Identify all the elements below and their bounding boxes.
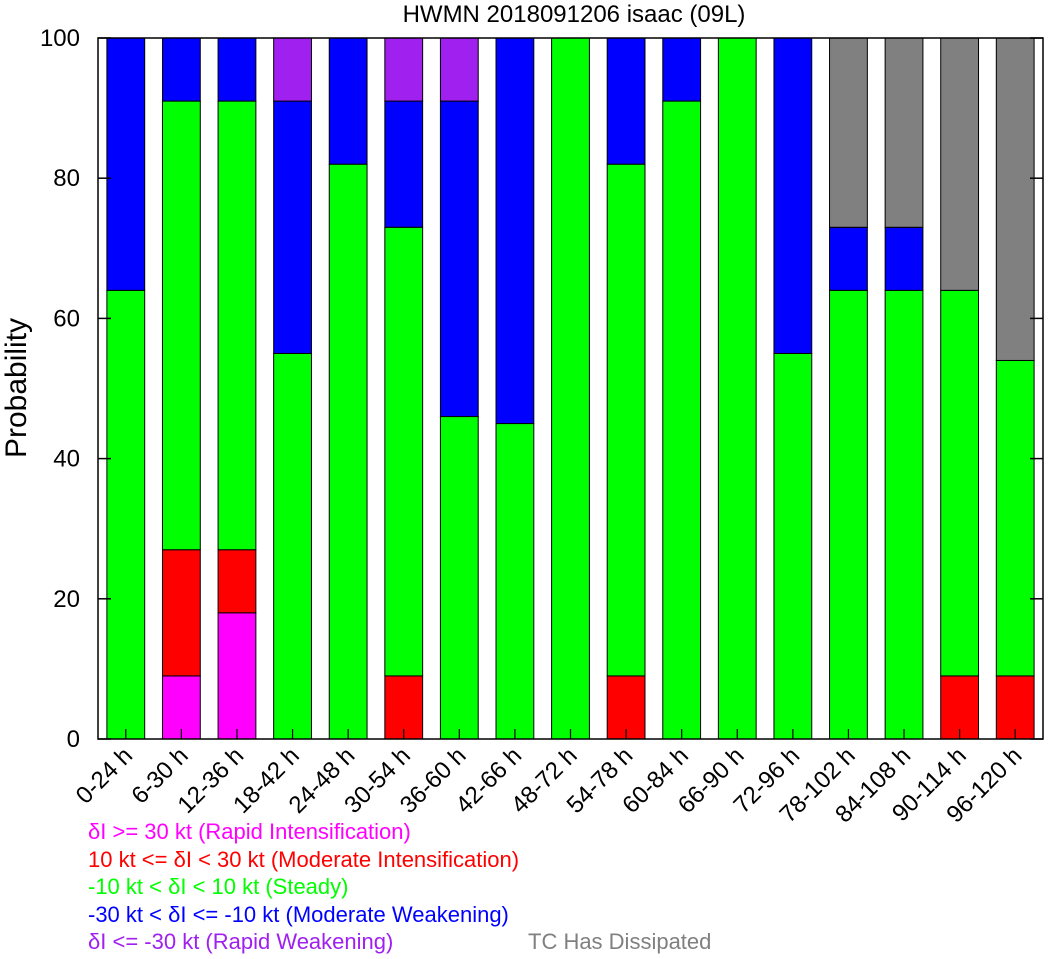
bar-segment-6-3 [439,100,479,418]
bar-segment-16-5 [995,37,1035,361]
chart-title: HWMN 2018091206 isaac (09L) [403,1,746,28]
bar-segment-12-2 [773,352,813,740]
bar-segment-13-5 [829,37,868,228]
bar-segment-15-2 [940,289,980,677]
legend-item-0: δI >= 30 kt (Rapid Intensification) [88,819,411,844]
y-tick-label: 20 [53,586,80,613]
bar-segment-15-5 [940,37,980,291]
axes [97,37,1044,740]
bar-segment-14-2 [884,289,924,740]
bar-segment-7-3 [495,37,535,425]
bar-segment-11-2 [717,37,757,740]
legend-item-1: 10 kt <= δI < 30 kt (Moderate Intensific… [88,847,520,872]
y-tick-label: 80 [53,165,80,192]
y-tick-label: 60 [53,305,80,332]
bar-segment-0-2 [106,289,146,740]
bar-segment-13-3 [829,226,868,291]
y-tick-label: 100 [40,25,80,52]
bar-segment-1-3 [161,37,201,102]
bar-segment-13-2 [829,289,868,740]
bar-segment-6-4 [439,37,479,102]
bar-segment-1-1 [161,549,201,677]
bar-segment-4-3 [328,37,368,165]
bar-segment-1-0 [161,675,201,740]
legend-item-2: -10 kt < δI < 10 kt (Steady) [88,874,349,899]
x-tick-label: 0-24 h [71,742,138,809]
bar-segment-15-1 [940,675,980,740]
bar-segment-7-2 [495,423,535,740]
bar-segment-4-2 [328,163,368,740]
y-axis-label: Probability [0,318,33,458]
bar-segment-5-1 [384,675,424,740]
legend-item-5: TC Has Dissipated [528,929,712,954]
y-tick-label: 0 [67,726,80,753]
bar-segment-2-3 [217,37,257,102]
bar-segment-3-3 [273,100,312,354]
bar-segment-9-3 [606,37,646,165]
bar-segment-3-4 [273,37,312,102]
bar-segment-5-3 [384,100,424,228]
bar-segment-0-3 [106,37,146,291]
bar-segment-10-2 [662,100,702,740]
bar-segment-2-0 [217,612,257,740]
bar-segment-5-2 [384,226,424,677]
y-tick-labels: 0 20 40 60 80 100 [40,25,80,753]
bar-segment-8-2 [551,37,590,740]
bar-segment-3-2 [273,352,312,740]
x-tick-labels: 0-24 h6-30 h12-36 h18-42 h24-48 h30-54 h… [71,742,1028,828]
bar-segment-2-1 [217,549,257,614]
bar-segment-16-2 [995,359,1035,677]
bar-segment-14-5 [884,37,924,228]
legend-item-3: -30 kt < δI <= -10 kt (Moderate Weakenin… [88,902,509,927]
bar-segment-12-3 [773,37,813,354]
y-tick-label: 40 [53,446,80,473]
bar-segment-14-3 [884,226,924,291]
legend-item-4: δI <= -30 kt (Rapid Weakening) [88,929,394,954]
bar-segment-2-2 [217,100,257,551]
bar-segment-10-3 [662,37,702,102]
bar-segment-6-2 [439,416,479,740]
bar-segment-1-2 [161,100,201,551]
bar-group [106,37,1035,740]
bar-segment-5-4 [384,37,424,102]
bar-segment-9-2 [606,163,646,677]
